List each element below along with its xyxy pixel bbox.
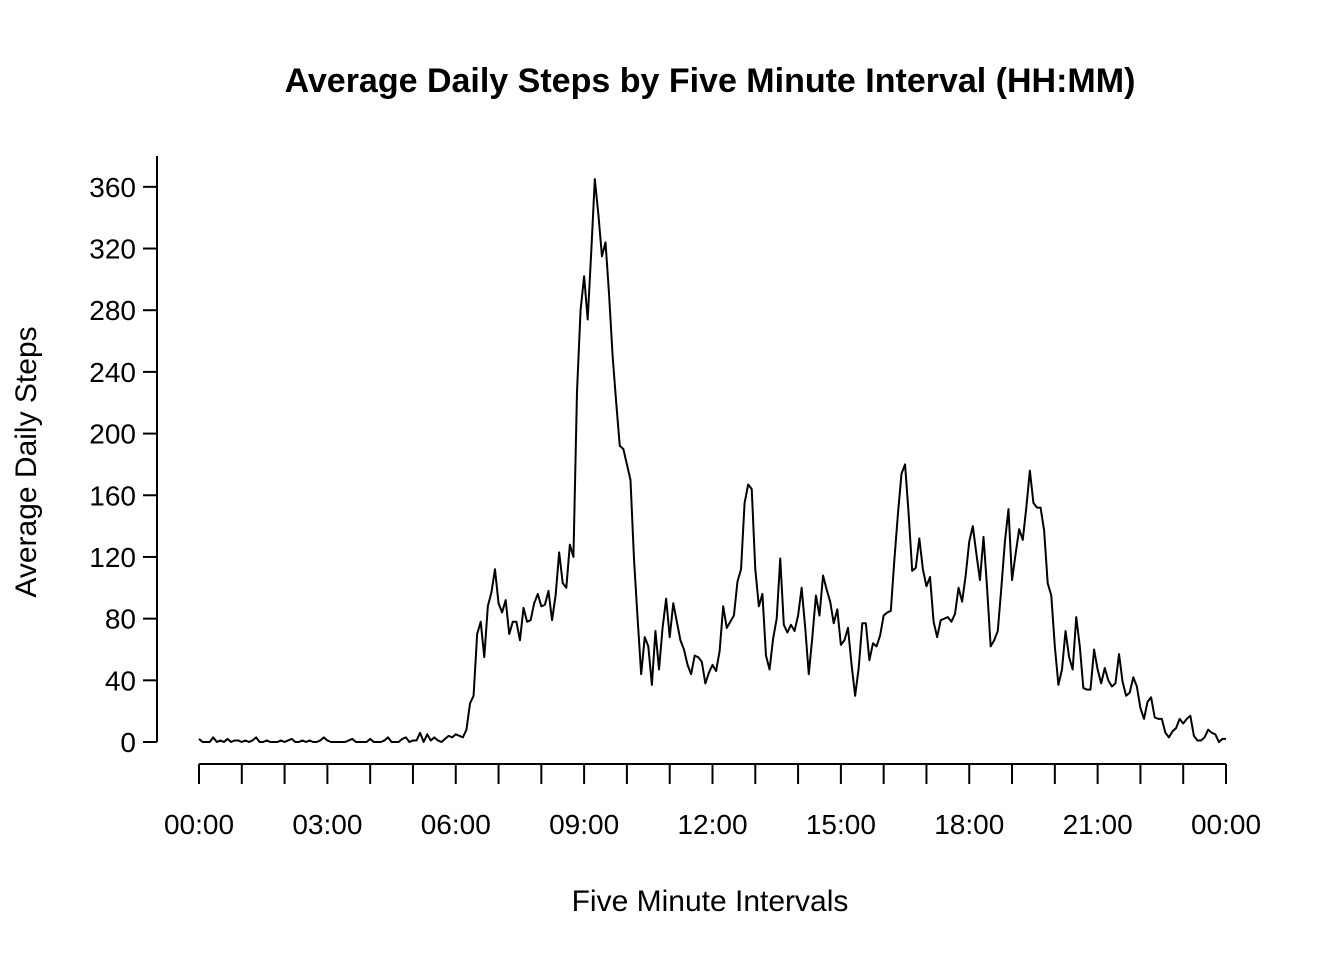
x-tick-label: 03:00 <box>292 809 362 840</box>
x-tick-label: 18:00 <box>934 809 1004 840</box>
chart-title: Average Daily Steps by Five Minute Inter… <box>285 62 1136 100</box>
y-tick-label: 160 <box>89 480 136 511</box>
y-axis: 0 40 80 120 160 200 240 280 320 360 <box>89 156 158 758</box>
y-tick-label: 360 <box>89 172 136 203</box>
series-line <box>198 178 1226 743</box>
x-tick-label: 00:00 <box>164 809 234 840</box>
x-tick-label: 06:00 <box>421 809 491 840</box>
x-tick-label: 00:00 <box>1191 809 1261 840</box>
y-tick-label: 0 <box>120 727 136 758</box>
x-tick-label: 12:00 <box>677 809 747 840</box>
x-tick-label: 09:00 <box>549 809 619 840</box>
y-tick-label: 80 <box>105 604 136 635</box>
y-axis-label: Average Daily Steps <box>10 326 43 597</box>
series-layer <box>198 178 1226 743</box>
x-axis-label: Five Minute Intervals <box>572 885 849 918</box>
y-tick-label: 120 <box>89 542 136 573</box>
y-tick-label: 200 <box>89 419 136 450</box>
y-tick-label: 320 <box>89 234 136 265</box>
y-tick-label: 280 <box>89 295 136 326</box>
x-axis: 00:00 03:00 06:00 09:00 12:00 15:00 18:00 21:00… <box>164 763 1261 840</box>
x-tick-label: 15:00 <box>806 809 876 840</box>
y-tick-label: 40 <box>105 665 136 696</box>
y-tick-label: 240 <box>89 357 136 388</box>
x-tick-label: 21:00 <box>1063 809 1133 840</box>
